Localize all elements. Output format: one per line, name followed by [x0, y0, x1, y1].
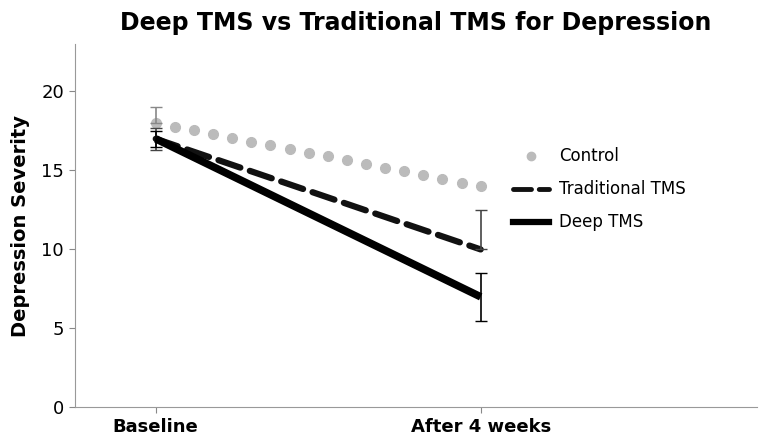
Title: Deep TMS vs Traditional TMS for Depression: Deep TMS vs Traditional TMS for Depressi… [120, 11, 711, 35]
Y-axis label: Depression Severity: Depression Severity [11, 115, 30, 337]
Legend: Control, Traditional TMS, Deep TMS: Control, Traditional TMS, Deep TMS [506, 141, 693, 238]
